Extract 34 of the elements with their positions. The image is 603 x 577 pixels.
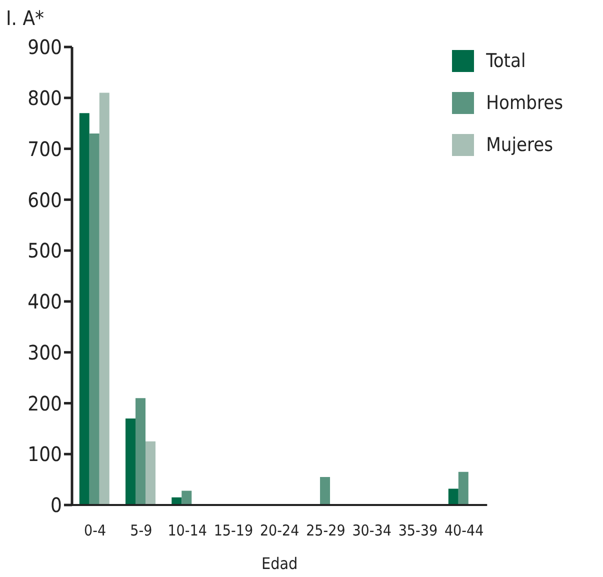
x-tick-label: 10-14 — [168, 522, 207, 540]
legend-label: Hombres — [486, 92, 563, 114]
x-tick-label: 0-4 — [84, 522, 106, 540]
y-tick-label: 200 — [28, 391, 62, 416]
x-tick-label: 5-9 — [130, 522, 152, 540]
legend-label: Mujeres — [486, 134, 554, 156]
bar — [448, 488, 458, 505]
y-tick-label: 0 — [50, 493, 62, 518]
x-tick-label: 15-19 — [214, 522, 254, 540]
y-axis-title: I. A* — [6, 6, 44, 30]
y-tick-label: 800 — [28, 86, 62, 110]
x-tick-label: 40-44 — [444, 522, 484, 540]
y-tick-label: 900 — [28, 35, 62, 60]
x-tick-label: 25-29 — [306, 522, 346, 540]
legend-label: Total — [486, 50, 526, 72]
bar — [182, 490, 192, 505]
y-tick-label: 600 — [28, 188, 62, 212]
x-tick-label: 30-34 — [352, 522, 392, 540]
x-axis-title: Edad — [261, 554, 298, 573]
y-tick-label: 100 — [28, 442, 62, 466]
bar — [136, 398, 146, 505]
y-tick-label: 500 — [28, 238, 62, 263]
y-tick-label: 400 — [28, 290, 62, 314]
y-tick-label: 300 — [28, 340, 62, 364]
bar — [320, 477, 330, 505]
bar — [89, 134, 100, 505]
x-tick-label: 35-39 — [398, 522, 438, 540]
x-tick-label: 20-24 — [260, 522, 300, 540]
y-tick-label: 700 — [28, 136, 62, 161]
bar — [79, 113, 90, 505]
bar — [126, 418, 136, 505]
bar — [99, 92, 110, 505]
bar — [458, 472, 468, 505]
bar — [146, 441, 156, 505]
